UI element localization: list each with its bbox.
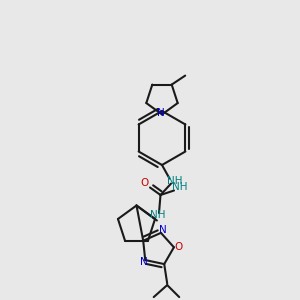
Text: O: O bbox=[174, 242, 182, 252]
Text: NH: NH bbox=[150, 210, 166, 220]
Text: O: O bbox=[141, 178, 149, 188]
Text: N: N bbox=[140, 256, 148, 266]
Text: NH: NH bbox=[172, 182, 188, 193]
Text: NH: NH bbox=[167, 176, 183, 186]
Text: N: N bbox=[157, 108, 164, 118]
Text: N: N bbox=[159, 225, 166, 235]
